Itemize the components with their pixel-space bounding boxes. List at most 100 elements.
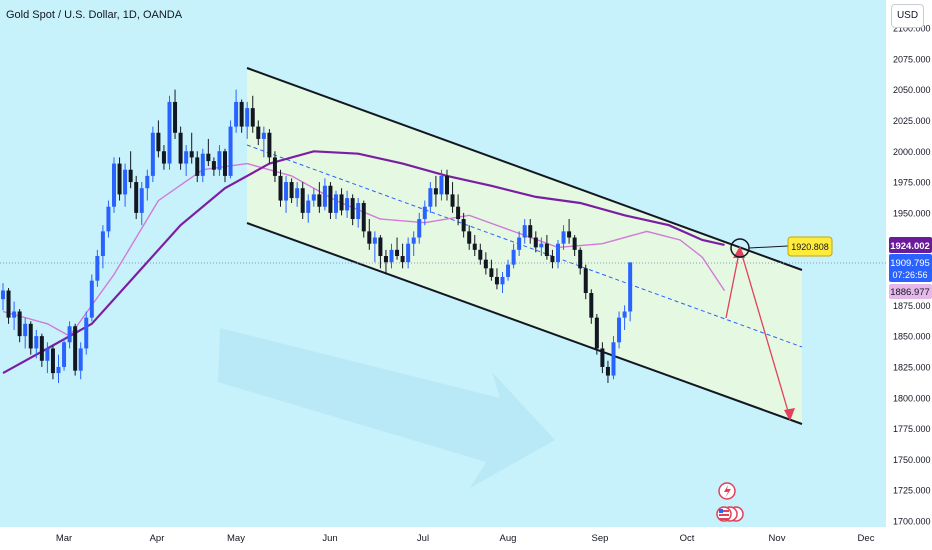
candle-body [334, 194, 338, 213]
candle [300, 182, 305, 220]
candle [95, 249, 100, 287]
symbol-title: Gold Spot / U.S. Dollar, 1D, OANDA [6, 9, 183, 21]
projection-arrowhead-icon [784, 408, 795, 421]
candle [311, 188, 316, 207]
time-axis[interactable] [0, 527, 886, 550]
time-tick-label: Dec [858, 533, 875, 544]
price-tick-label: 1725.000 [893, 486, 931, 496]
time-axis-ticks: Mar Apr May Jun Jul Aug Sep Oct Nov Dec [56, 533, 875, 544]
price-tick-label: 1875.000 [893, 301, 931, 311]
candle-body [150, 132, 155, 176]
candle [600, 342, 605, 374]
candle-body [228, 126, 233, 176]
candle-body [567, 231, 572, 238]
candle-body [511, 249, 516, 265]
candle-body [245, 108, 250, 127]
us-flag-event-icon[interactable] [716, 506, 744, 522]
candle-body [161, 151, 166, 164]
candle-body [406, 243, 411, 263]
projection-peak-arrowhead-icon [733, 246, 745, 258]
candle-body [28, 323, 33, 349]
candle [67, 321, 72, 349]
candle [289, 178, 294, 204]
candle-body [89, 280, 94, 318]
candle-body [594, 317, 599, 349]
candle-body [128, 169, 133, 183]
candle [100, 225, 105, 269]
candle [173, 89, 178, 139]
candle-body [261, 132, 266, 139]
candle [39, 333, 44, 367]
candle-body [1, 290, 5, 300]
flash-event-icon[interactable] [718, 482, 736, 500]
candle-body [317, 194, 322, 207]
candle-body [189, 151, 194, 158]
channel-lower-line [246, 222, 803, 425]
candle [322, 178, 327, 211]
candle [117, 157, 122, 201]
candle-body [439, 175, 444, 195]
candle-body [195, 157, 200, 176]
candle [317, 182, 322, 213]
candle [561, 225, 566, 250]
candle [567, 219, 572, 244]
candle-body [234, 101, 239, 127]
candle-body [539, 243, 544, 248]
price-tick-label: 1950.000 [893, 208, 931, 218]
candle [1, 283, 5, 311]
candle [478, 243, 483, 265]
candle [400, 243, 405, 269]
candle [544, 235, 549, 260]
candle [489, 259, 494, 281]
candle-body [422, 206, 427, 220]
candle-body [45, 348, 50, 361]
candle-body [278, 175, 283, 201]
candle [334, 190, 338, 220]
candle [594, 313, 599, 355]
candle-body [322, 185, 327, 207]
candle [134, 175, 139, 220]
target-callout-label: 1920.808 [791, 242, 829, 252]
candle [28, 321, 33, 355]
candle-body [139, 188, 144, 213]
candle-body [272, 157, 277, 176]
candle [217, 145, 222, 176]
candle [589, 289, 594, 324]
candle-body [106, 206, 111, 232]
price-tick-label: 1825.000 [893, 362, 931, 372]
candle [411, 231, 416, 257]
candle [12, 301, 17, 330]
countdown-label: 07:26:56 [892, 270, 927, 280]
candle [461, 212, 466, 238]
candle [234, 89, 239, 133]
candle [517, 231, 522, 257]
time-tick-label: Jul [417, 533, 429, 544]
candle [106, 200, 111, 238]
candle [539, 237, 544, 257]
currency-button[interactable]: USD [891, 4, 924, 28]
price-tick-label: 1775.000 [893, 424, 931, 434]
candle-body [167, 101, 172, 164]
candle [506, 259, 511, 281]
candle-body [284, 182, 289, 201]
candle-body [361, 203, 366, 232]
candle [511, 243, 516, 269]
candle [128, 151, 133, 189]
time-tick-label: Apr [150, 533, 165, 544]
candle-body [184, 151, 189, 164]
candle [445, 169, 449, 201]
price-tick-label: 1700.000 [893, 517, 931, 527]
candle [245, 101, 250, 139]
candle-body [311, 194, 316, 201]
candle-body [156, 132, 161, 152]
candle-body [206, 153, 211, 162]
candle-body [450, 194, 455, 207]
current-price-label: 1924.002 [890, 241, 930, 252]
candle-body [472, 243, 477, 250]
target-callout-box[interactable] [787, 236, 833, 257]
candle-body [622, 311, 627, 318]
time-tick-label: Oct [680, 533, 695, 544]
candle [89, 274, 94, 322]
